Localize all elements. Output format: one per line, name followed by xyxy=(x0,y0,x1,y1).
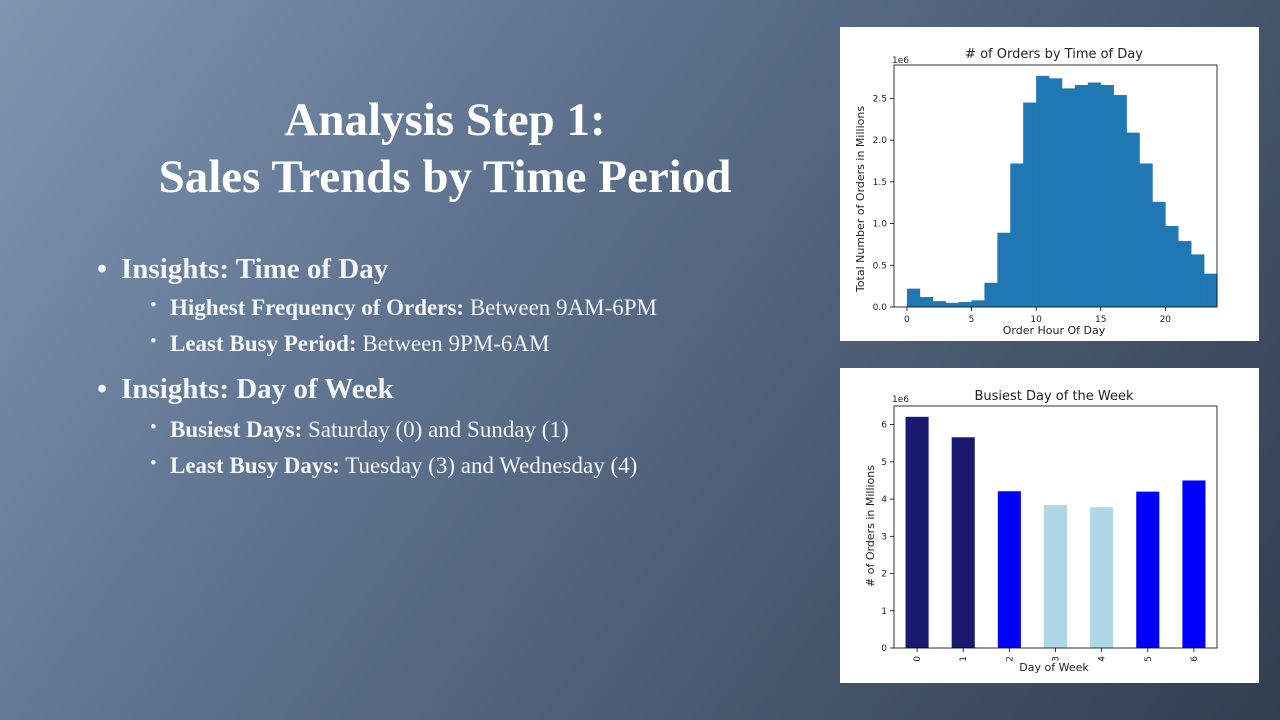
y-tick-label: 6 xyxy=(881,421,887,431)
bullet-icon: • xyxy=(150,331,157,352)
hour-bar xyxy=(971,300,985,307)
y-tick-label: 0.5 xyxy=(873,261,887,271)
hour-bar xyxy=(1010,163,1024,307)
day-chart-frame xyxy=(893,405,1218,649)
hour-bar xyxy=(1061,88,1076,308)
hour-bar xyxy=(1100,85,1114,307)
hour-bar xyxy=(932,301,946,307)
hour-bar xyxy=(1036,75,1050,308)
y-tick-label: 2.5 xyxy=(873,94,887,104)
insight-item-text: Saturday (0) and Sunday (1) xyxy=(302,417,569,442)
hour-chart-title: # of Orders by Time of Day xyxy=(965,47,1143,62)
day-chart-scale-note: 1e6 xyxy=(892,395,909,405)
insight-heading-text: Insights: Time of Day xyxy=(121,253,389,285)
hour-bar xyxy=(1204,273,1218,307)
insight-item: • Least Busy Days: Tuesday (3) and Wedne… xyxy=(150,453,638,479)
hour-chart-ylabel: Total Number of Orders in Millions xyxy=(854,106,867,293)
day-chart: Busiest Day of the Week 1e6 Day of Week … xyxy=(864,389,1218,674)
insight-heading-time-of-day: • Insights: Time of Day xyxy=(97,253,389,286)
y-tick-label: 2 xyxy=(881,570,887,580)
hour-bar xyxy=(906,288,921,307)
y-tick-label: 1.5 xyxy=(873,178,887,188)
y-tick-label: 5 xyxy=(881,458,887,468)
x-tick-label: 6 xyxy=(1190,656,1200,662)
insight-item: • Least Busy Period: Between 9PM-6AM xyxy=(150,331,550,357)
hour-chart: # of Orders by Time of Day 1e6 Order Hou… xyxy=(854,47,1218,337)
bullet-icon: • xyxy=(150,295,157,316)
hour-bar xyxy=(1126,132,1140,307)
day-bar xyxy=(1136,491,1160,648)
slide-title-line-2: Sales Trends by Time Period xyxy=(158,151,732,203)
day-bar xyxy=(905,416,929,648)
x-tick-label: 0 xyxy=(904,315,910,325)
hour-bar xyxy=(1178,241,1192,307)
insight-item-label: Least Busy Period: xyxy=(170,331,357,356)
y-tick-label: 1.0 xyxy=(873,220,888,230)
x-tick-label: 5 xyxy=(1144,656,1154,662)
bullet-icon: • xyxy=(97,373,108,405)
insight-item: • Busiest Days: Saturday (0) and Sunday … xyxy=(150,417,569,443)
insight-item-text: Between 9PM-6AM xyxy=(356,331,550,356)
hour-bar xyxy=(958,301,972,307)
x-tick-label: 2 xyxy=(1005,656,1015,662)
hour-chart-panel: # of Orders by Time of Day 1e6 Order Hou… xyxy=(840,27,1259,341)
hour-bar xyxy=(1023,102,1037,307)
x-tick-label: 0 xyxy=(913,656,923,662)
hour-chart-xlabel: Order Hour Of Day xyxy=(1003,324,1106,337)
x-tick-label: 1 xyxy=(959,656,969,662)
insight-item-label: Highest Frequency of Orders: xyxy=(170,295,465,320)
y-tick-label: 3 xyxy=(881,532,887,542)
insight-item-label: Busiest Days: xyxy=(170,417,303,442)
y-tick-label: 1 xyxy=(881,607,887,617)
y-tick-label: 2.0 xyxy=(873,136,888,146)
hour-chart-scale-note: 1e6 xyxy=(892,56,909,66)
hour-bar xyxy=(1049,78,1063,308)
hour-bar xyxy=(1165,226,1179,307)
y-tick-label: 4 xyxy=(881,495,887,505)
insight-heading-day-of-week: • Insights: Day of Week xyxy=(97,373,394,406)
insight-heading-text: Insights: Day of Week xyxy=(121,373,394,405)
x-tick-label: 4 xyxy=(1098,656,1108,662)
bullet-icon: • xyxy=(97,253,108,285)
x-tick-label: 3 xyxy=(1052,656,1062,662)
day-chart-title: Busiest Day of the Week xyxy=(974,389,1134,404)
insight-item-label: Least Busy Days: xyxy=(170,453,340,478)
day-bar xyxy=(1090,507,1114,648)
hour-chart-frame xyxy=(893,64,1218,308)
day-chart-ylabel: # of Orders in Millions xyxy=(864,465,877,587)
y-tick-label: 0 xyxy=(881,644,887,654)
day-bar xyxy=(1182,480,1206,648)
day-bar xyxy=(951,437,975,648)
day-bar xyxy=(1043,505,1068,648)
x-tick-label: 10 xyxy=(1030,315,1042,325)
insight-item-text: Between 9AM-6PM xyxy=(464,295,657,320)
hour-bar xyxy=(984,282,998,307)
hour-bar xyxy=(1191,254,1205,307)
hour-bar xyxy=(945,302,959,307)
day-chart-xlabel: Day of Week xyxy=(1019,661,1089,674)
y-tick-label: 0.0 xyxy=(873,303,888,313)
hour-bar xyxy=(919,296,934,307)
hour-bar xyxy=(1113,95,1127,307)
day-chart-panel: Busiest Day of the Week 1e6 Day of Week … xyxy=(840,368,1259,683)
hour-bar xyxy=(1152,201,1166,307)
slide-title: Analysis Step 1: Sales Trends by Time Pe… xyxy=(40,92,850,206)
hour-bar xyxy=(1087,82,1102,307)
slide-title-line-1: Analysis Step 1: xyxy=(284,94,606,146)
x-tick-label: 15 xyxy=(1095,315,1106,325)
bullet-icon: • xyxy=(150,417,157,438)
hour-bar xyxy=(1139,163,1153,307)
hour-bar xyxy=(1074,85,1089,307)
day-bar xyxy=(997,491,1021,648)
insight-item-text: Tuesday (3) and Wednesday (4) xyxy=(339,453,638,478)
x-tick-label: 20 xyxy=(1160,315,1172,325)
insight-item: • Highest Frequency of Orders: Between 9… xyxy=(150,295,657,321)
hour-bar xyxy=(997,232,1011,307)
bullet-icon: • xyxy=(150,453,157,474)
x-tick-label: 5 xyxy=(969,315,975,325)
